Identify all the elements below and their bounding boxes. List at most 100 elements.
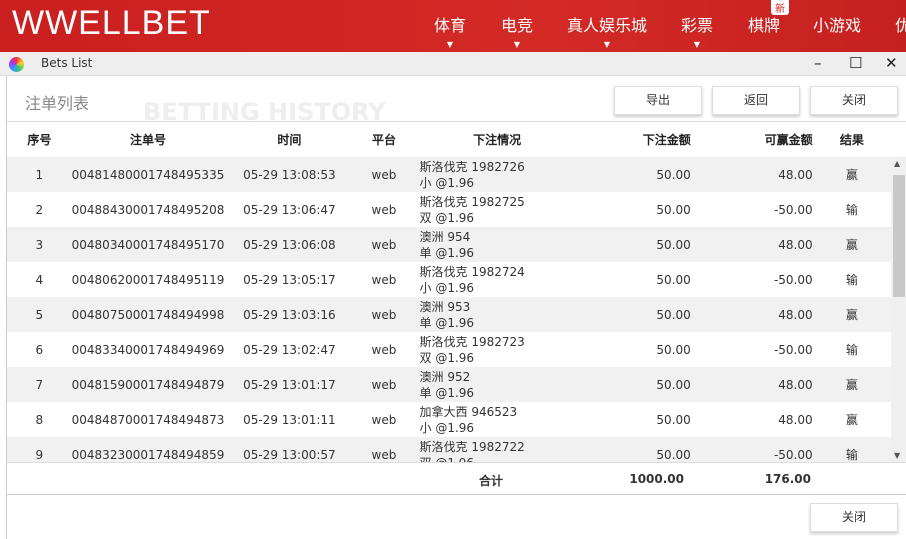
bet-detail: 澳洲 953 单 @1.96 [413, 297, 581, 332]
platform: web [354, 437, 414, 462]
bet-id: 00483340001748494969 [71, 342, 225, 357]
bet-selection: 单 @1.96 [419, 385, 475, 400]
col-bet-id: 注单号 [129, 133, 166, 147]
back-button[interactable]: 返回 [712, 86, 800, 115]
bet-time: 05-29 13:01:11 [243, 412, 336, 427]
bet-id: 00488430001748495208 [71, 202, 225, 217]
maximize-button[interactable]: ☐ [849, 54, 863, 72]
site-header: WWELLBET 体育 ▼ 电竞 ▼ 真人娱乐城 ▼ 彩票 ▼ 棋牌 新 小游戏 优 [0, 0, 906, 52]
panel-header: BETTING HISTORY 注单列表 导出 返回 关闭 [7, 76, 906, 126]
platform: web [354, 157, 414, 192]
win-amount: -50.00 [773, 272, 813, 287]
bets-table: 序号 注单号 时间 平台 下注情况 下注金额 可赢金额 结果 1 0048148… [7, 122, 891, 462]
chevron-down-icon: ▼ [513, 40, 521, 49]
export-button[interactable]: 导出 [614, 86, 702, 115]
chevron-down-icon: ▼ [693, 40, 701, 49]
bet-detail: 斯洛伐克 1982724 小 @1.96 [414, 262, 581, 297]
table-row[interactable]: 1 00481480001748495335 05-29 13:08:53 we… [7, 157, 891, 192]
bet-amount: 50.00 [656, 342, 691, 357]
table-row[interactable]: 9 00483230001748494859 05-29 13:00:57 we… [7, 437, 891, 462]
bet-time: 05-29 13:08:53 [224, 157, 355, 192]
platform: web [371, 412, 397, 427]
close-window-button[interactable]: ✕ [885, 54, 898, 72]
scroll-down-icon[interactable]: ▼ [894, 451, 901, 460]
bet-result: 赢 [812, 367, 891, 402]
platform: web [371, 272, 397, 287]
nav-label: 彩票 [681, 16, 714, 35]
platform: web [371, 342, 397, 357]
nav-esports[interactable]: 电竞 ▼ [501, 12, 533, 49]
total-bet-amount: 1000.00 [629, 472, 684, 486]
row-index: 5 [7, 297, 72, 332]
bet-result: 输 [845, 273, 858, 287]
bet-amount: 50.00 [580, 297, 691, 332]
table-row[interactable]: 7 00481590001748494879 05-29 13:01:17 we… [7, 367, 891, 402]
nav-sports[interactable]: 体育 ▼ [434, 12, 466, 49]
col-platform: 平台 [371, 133, 396, 147]
platform: web [354, 227, 414, 262]
app-icon [9, 57, 24, 72]
table-row[interactable]: 4 00480620001748495119 05-29 13:05:17 we… [7, 262, 891, 297]
bet-game: 斯洛伐克 1982723 [419, 334, 525, 349]
bet-result: 输 [812, 437, 891, 462]
close-button[interactable]: 关闭 [810, 86, 898, 115]
footer-close-button[interactable]: 关闭 [810, 503, 898, 532]
col-bet-detail: 下注情况 [473, 133, 522, 147]
bet-id: 00483230001748494859 [71, 437, 225, 462]
platform: web [371, 202, 397, 217]
col-index: 序号 [27, 133, 52, 147]
bet-selection: 单 @1.96 [419, 315, 475, 330]
bet-result: 赢 [812, 297, 891, 332]
row-index: 3 [7, 227, 72, 262]
win-amount: -50.00 [773, 342, 813, 357]
nav-label: 体育 [434, 16, 467, 35]
bet-id: 00481590001748494879 [71, 367, 225, 402]
new-badge: 新 [771, 0, 789, 15]
nav-lottery[interactable]: 彩票 ▼ [681, 12, 713, 49]
bet-game: 澳洲 954 [419, 229, 471, 244]
bet-id: 00480620001748495119 [71, 272, 225, 287]
bet-amount: 50.00 [580, 157, 691, 192]
bet-id: 00484870001748494873 [71, 412, 225, 427]
bet-result: 赢 [812, 157, 891, 192]
bet-selection: 双 @1.96 [419, 350, 475, 365]
total-row: 合计 1000.00 176.00 [7, 462, 906, 495]
window-titlebar: Bets List – ☐ ✕ [0, 52, 906, 76]
scrollbar[interactable]: ▲ ▼ [891, 157, 906, 462]
bet-time: 05-29 13:03:16 [224, 297, 355, 332]
nav-chess[interactable]: 棋牌 [748, 12, 780, 36]
bet-game: 斯洛伐克 1982722 [419, 439, 525, 454]
col-time: 时间 [277, 133, 302, 147]
col-bet-amount: 下注金额 [642, 133, 691, 147]
table-row[interactable]: 3 00480340001748495170 05-29 13:06:08 we… [7, 227, 891, 262]
nav-mini-games[interactable]: 小游戏 [813, 12, 861, 36]
bet-game: 加拿大西 946523 [419, 404, 518, 419]
table-row[interactable]: 6 00483340001748494969 05-29 13:02:47 we… [7, 332, 891, 367]
col-win-amount: 可赢金额 [764, 133, 813, 147]
minimize-button[interactable]: – [814, 54, 822, 72]
bet-selection: 单 @1.96 [419, 245, 475, 260]
bet-detail: 澳洲 954 单 @1.96 [413, 227, 581, 262]
bet-time: 05-29 13:02:47 [243, 342, 336, 357]
wellbet-logo[interactable]: WWELLBET [12, 4, 211, 42]
row-index: 6 [35, 342, 44, 357]
bet-amount: 50.00 [580, 437, 691, 462]
watermark: BETTING HISTORY [143, 98, 386, 126]
bet-selection: 小 @1.96 [419, 420, 475, 435]
nav-live-casino[interactable]: 真人娱乐城 ▼ [567, 12, 647, 49]
nav-promotions[interactable]: 优 [895, 12, 906, 36]
platform: web [354, 297, 414, 332]
scrollbar-thumb[interactable] [893, 175, 905, 297]
bet-time: 05-29 13:01:17 [224, 367, 355, 402]
row-index: 4 [35, 272, 44, 287]
table-row[interactable]: 8 00484870001748494873 05-29 13:01:11 we… [7, 402, 891, 437]
bet-amount: 50.00 [656, 272, 691, 287]
scroll-up-icon[interactable]: ▲ [894, 159, 901, 168]
bet-result: 赢 [812, 227, 891, 262]
table-row[interactable]: 5 00480750001748494998 05-29 13:03:16 we… [7, 297, 891, 332]
table-row[interactable]: 2 00488430001748495208 05-29 13:06:47 we… [7, 192, 891, 227]
row-index: 2 [35, 202, 44, 217]
bet-time: 05-29 13:00:57 [224, 437, 355, 462]
window-title: Bets List [41, 56, 93, 70]
bet-amount: 50.00 [580, 227, 691, 262]
